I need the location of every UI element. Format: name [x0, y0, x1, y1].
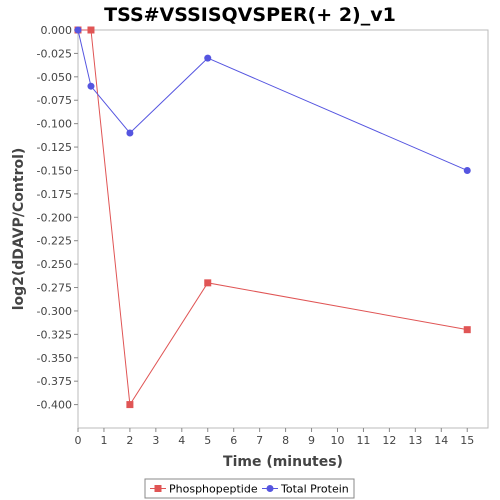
- x-tick-label: 10: [330, 434, 344, 447]
- y-axis-label: log2(dDAVP/Control): [11, 148, 27, 311]
- y-tick-label: 0.000: [41, 24, 73, 37]
- x-tick-label: 9: [308, 434, 315, 447]
- x-tick-label: 12: [382, 434, 396, 447]
- legend-box: [144, 478, 355, 499]
- y-tick-label: -0.250: [37, 258, 72, 271]
- x-tick-label: 0: [75, 434, 82, 447]
- y-tick-label: -0.050: [37, 71, 72, 84]
- y-tick-label: -0.275: [37, 282, 72, 295]
- y-tick-label: -0.075: [37, 94, 72, 107]
- x-tick-label: 3: [152, 434, 159, 447]
- legend-item-total-protein: Total Protein: [262, 483, 349, 496]
- y-tick-label: -0.125: [37, 141, 72, 154]
- y-tick-label: -0.100: [37, 118, 72, 131]
- y-tick-label: -0.350: [37, 352, 72, 365]
- x-tick-label: 13: [408, 434, 422, 447]
- data-point-phosphopeptide: [463, 326, 471, 334]
- x-tick-label: 7: [256, 434, 263, 447]
- x-axis: 0 1 2 3 4 5 6 7 8 9 10 11 12 13 14 15: [75, 428, 474, 447]
- y-tick-label: -0.225: [37, 235, 72, 248]
- data-point-total-protein: [463, 166, 471, 174]
- data-point-phosphopeptide: [126, 401, 134, 409]
- y-tick-label: -0.300: [37, 305, 72, 318]
- plot-area: [77, 29, 489, 429]
- x-tick-label: 6: [230, 434, 237, 447]
- series-total-protein: [74, 26, 471, 174]
- x-tick-label: 14: [434, 434, 448, 447]
- y-tick-label: -0.150: [37, 164, 72, 177]
- y-tick-label: -0.200: [37, 211, 72, 224]
- y-tick-label: -0.175: [37, 188, 72, 201]
- legend-item-phosphopeptide: Phosphopeptide: [150, 483, 258, 496]
- x-tick-label: 4: [178, 434, 185, 447]
- data-point-total-protein: [204, 54, 212, 62]
- legend-label-total-protein: Total Protein: [280, 483, 349, 496]
- series-layer: [74, 26, 471, 409]
- data-point-phosphopeptide: [204, 279, 212, 287]
- x-tick-label: 8: [282, 434, 289, 447]
- legend-marker-phosphopeptide: [154, 485, 162, 492]
- x-tick-label: 11: [356, 434, 370, 447]
- x-tick-label: 1: [100, 434, 107, 447]
- y-tick-label: -0.375: [37, 375, 72, 388]
- x-axis-label: Time (minutes): [223, 454, 343, 470]
- legend-marker-total-protein: [266, 485, 274, 492]
- y-tick-label: -0.400: [37, 399, 72, 412]
- legend: Phosphopeptide Total Protein: [144, 478, 355, 499]
- data-point-total-protein: [87, 82, 95, 90]
- data-point-total-protein: [74, 26, 82, 34]
- y-tick-label: -0.025: [37, 47, 72, 60]
- legend-label-phosphopeptide: Phosphopeptide: [169, 483, 258, 496]
- x-tick-label: 5: [204, 434, 211, 447]
- x-tick-label: 15: [460, 434, 474, 447]
- x-tick-label: 2: [126, 434, 133, 447]
- data-point-total-protein: [126, 129, 134, 137]
- y-axis: 0.000 -0.025 -0.050 -0.075 -0.100 -0.125 -0.15…: [37, 24, 78, 412]
- chart-title: TSS#VSSISQVSPER(+ 2)_v1: [104, 4, 396, 26]
- y-tick-label: -0.325: [37, 328, 72, 341]
- data-point-phosphopeptide: [87, 26, 95, 34]
